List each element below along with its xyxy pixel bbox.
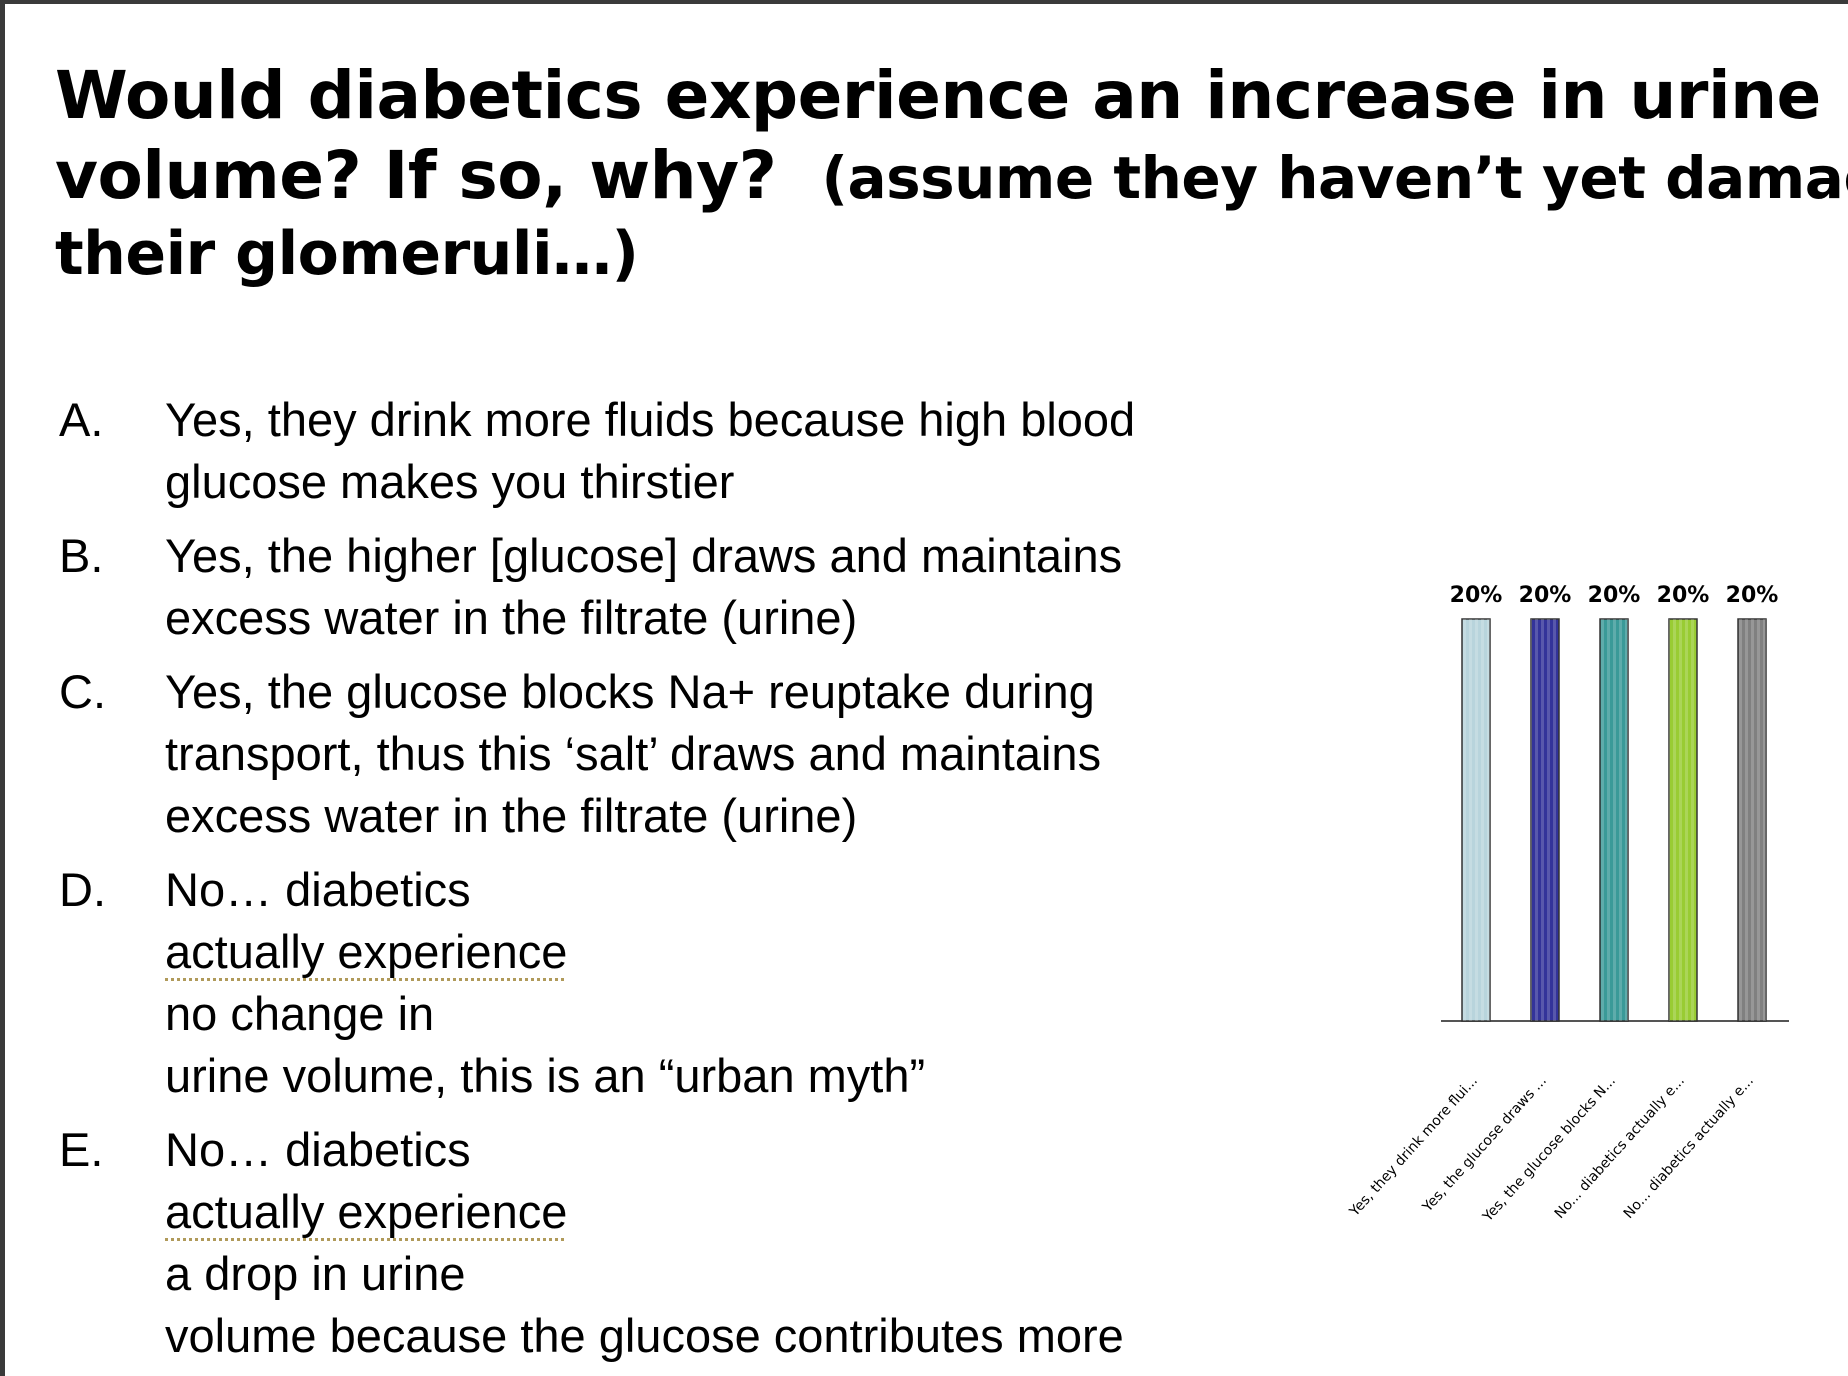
- option-line: transport, thus this ‘salt’ draws and ma…: [165, 727, 1102, 780]
- option-e: E. No… diabetics actually experience a d…: [59, 1119, 1309, 1376]
- option-letter: A.: [59, 393, 104, 446]
- bar-group: [1461, 618, 1767, 1022]
- value-label: 20%: [1588, 583, 1641, 608]
- option-text-post: a drop in urine: [165, 1247, 466, 1300]
- option-line: urine volume, this is an “urban myth”: [165, 1049, 926, 1102]
- option-letter: E.: [59, 1123, 104, 1176]
- title-line-3: their glomeruli…): [55, 219, 639, 289]
- spellcheck-squiggle: actually experience: [165, 1185, 568, 1238]
- answer-options: A. Yes, they drink more fluids because h…: [59, 389, 1309, 1376]
- response-bar-chart: 20% 20% 20% 20% 20% Yes, they drink more flu…: [1346, 583, 1789, 1226]
- bar-texture: [1738, 619, 1766, 1021]
- value-label: 20%: [1657, 583, 1710, 608]
- value-label: 20%: [1519, 583, 1572, 608]
- category-label: No... diabetics actually e...: [1552, 1073, 1688, 1222]
- bar-texture: [1600, 619, 1628, 1021]
- bar-texture: [1531, 619, 1559, 1021]
- category-label-group: Yes, they drink more flui...Yes, the glu…: [1346, 1073, 1757, 1226]
- title-line-1: Would diabetics experience an increase i…: [55, 57, 1821, 134]
- category-label: Yes, the glucose blocks N...: [1479, 1073, 1619, 1226]
- title-subtext: (assume they haven’t yet damaged: [821, 144, 1848, 212]
- option-text-pre: No… diabetics: [165, 863, 471, 916]
- option-text: No… diabetics actually experience a drop…: [165, 1119, 1309, 1376]
- option-text-post: no change in: [165, 987, 435, 1040]
- option-text: No… diabetics actually experience no cha…: [165, 859, 1309, 1107]
- option-line: Yes, they drink more fluids because high…: [165, 393, 1136, 446]
- bar-texture: [1462, 619, 1490, 1021]
- value-label: 20%: [1450, 583, 1503, 608]
- value-label: 20%: [1726, 583, 1779, 608]
- option-line: excess water in the filtrate (urine): [165, 591, 858, 644]
- option-b: B. Yes, the higher [glucose] draws and m…: [59, 525, 1309, 649]
- title-question: volume? If so, why?: [55, 137, 777, 214]
- option-letter: C.: [59, 665, 106, 718]
- value-label-group: 20% 20% 20% 20% 20%: [1450, 583, 1779, 608]
- option-line: No… diabetics actually experience no cha…: [165, 859, 1309, 1045]
- option-text-pre: No… diabetics: [165, 1123, 471, 1176]
- category-label: Yes, they drink more flui...: [1346, 1073, 1481, 1220]
- option-d: D. No… diabetics actually experience no …: [59, 859, 1309, 1107]
- bar-texture: [1669, 619, 1697, 1021]
- option-line: excess water in the filtrate (urine): [165, 789, 858, 842]
- option-c: C. Yes, the glucose blocks Na+ reuptake …: [59, 661, 1309, 847]
- option-line: Yes, the higher [glucose] draws and main…: [165, 529, 1123, 582]
- title-line-2: volume? If so, why? (assume they haven’t…: [55, 137, 1848, 216]
- slide-title: Would diabetics experience an increase i…: [55, 54, 1848, 292]
- option-text: Yes, the glucose blocks Na+ reuptake dur…: [165, 661, 1309, 847]
- option-line: glucose makes you thirstier: [165, 455, 735, 508]
- option-letter: D.: [59, 863, 106, 916]
- option-line: volume because the glucose contributes m…: [165, 1309, 1124, 1362]
- category-label: No... diabetics actually e...: [1621, 1073, 1757, 1222]
- category-label: Yes, the glucose draws ...: [1419, 1073, 1550, 1216]
- option-a: A. Yes, they drink more fluids because h…: [59, 389, 1309, 513]
- spellcheck-squiggle: actually experience: [165, 925, 568, 978]
- option-letter: B.: [59, 529, 104, 582]
- option-line: Yes, the glucose blocks Na+ reuptake dur…: [165, 665, 1095, 718]
- option-text: Yes, they drink more fluids because high…: [165, 389, 1309, 513]
- option-line: volume, replacing the water: [165, 1367, 1309, 1376]
- option-line: No… diabetics actually experience a drop…: [165, 1119, 1309, 1305]
- option-text: Yes, the higher [glucose] draws and main…: [165, 525, 1309, 649]
